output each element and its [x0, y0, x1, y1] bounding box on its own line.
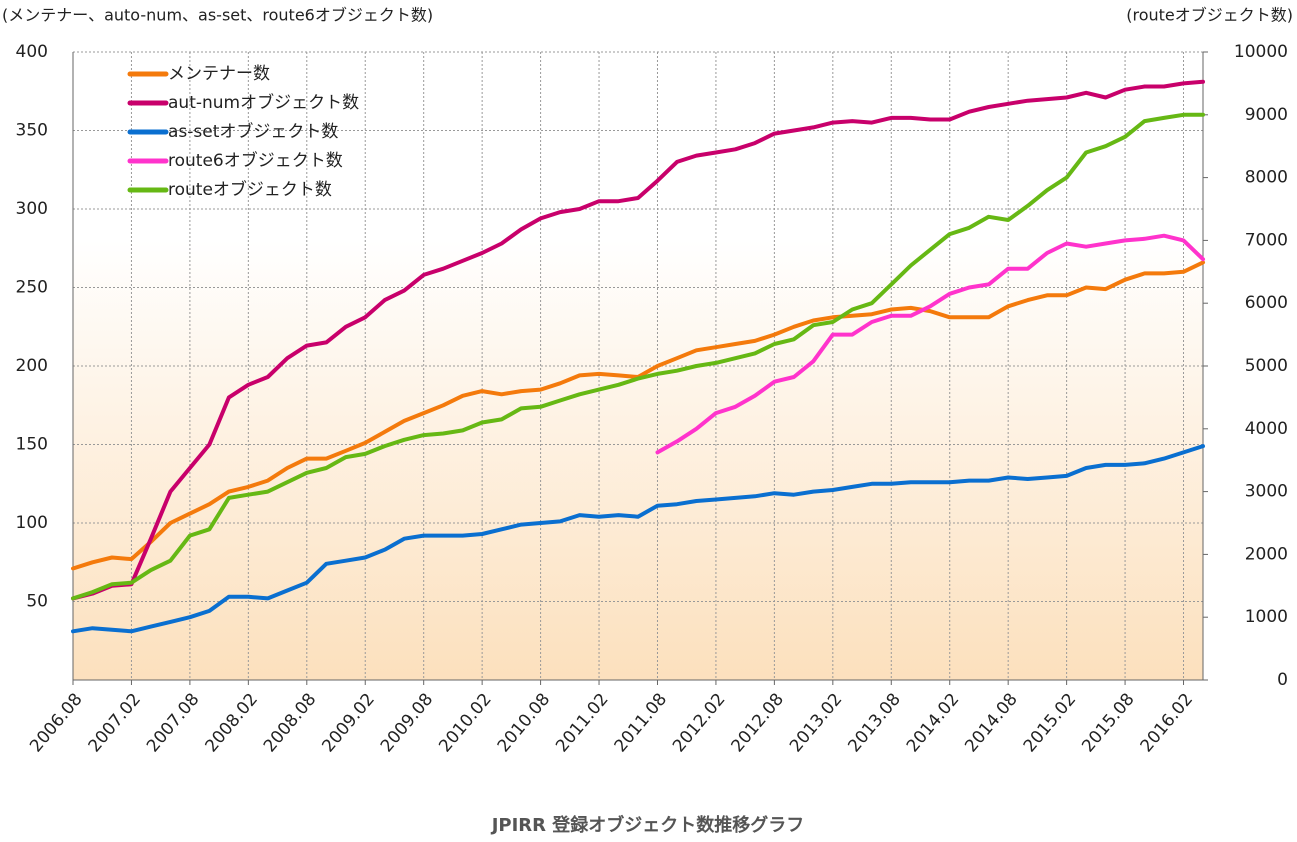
y2-tick-label: 10000 — [1234, 42, 1288, 62]
series-line — [71, 112, 1205, 601]
legend-label: aut-numオブジェクト数 — [168, 92, 359, 113]
y2-tick-label: 6000 — [1245, 293, 1288, 313]
x-tick-label: 2009.02 — [318, 690, 379, 757]
x-tick-label: 2013.02 — [786, 690, 847, 757]
y-tick-label: 400 — [16, 42, 48, 62]
legend-label: route6オブジェクト数 — [168, 150, 343, 171]
series-line — [655, 233, 1205, 455]
y2-tick-label: 2000 — [1245, 544, 1288, 564]
x-tick-label: 2015.02 — [1020, 690, 1081, 757]
x-tick-label: 2010.08 — [494, 690, 555, 757]
x-tick-label: 2006.08 — [26, 690, 87, 757]
y2-tick-label: 7000 — [1245, 230, 1288, 250]
x-tick-label: 2012.08 — [728, 690, 789, 757]
y2-tick-label: 4000 — [1245, 419, 1288, 439]
x-tick-label: 2015.08 — [1078, 690, 1139, 757]
y-tick-label: 200 — [16, 356, 48, 376]
y-tick-label: 150 — [16, 435, 48, 455]
y-tick-label: 100 — [16, 513, 48, 533]
y2-tick-label: 5000 — [1245, 356, 1288, 376]
legend-label: メンテナー数 — [168, 64, 270, 84]
legend-label: as-setオブジェクト数 — [168, 121, 338, 142]
x-tick-label: 2016.02 — [1137, 690, 1198, 757]
x-tick-label: 2012.02 — [669, 690, 730, 757]
x-tick-label: 2010.02 — [435, 690, 496, 757]
x-tick-label: 2013.08 — [844, 690, 905, 757]
x-tick-label: 2007.08 — [143, 690, 204, 757]
y2-tick-label: 3000 — [1245, 482, 1288, 502]
x-tick-label: 2009.08 — [377, 690, 438, 757]
y-tick-label: 350 — [16, 121, 48, 141]
y-tick-label: 50 — [26, 592, 48, 612]
x-tick-label: 2011.02 — [552, 690, 613, 757]
legend-label: routeオブジェクト数 — [168, 179, 332, 200]
y-tick-label: 300 — [16, 199, 48, 219]
y-tick-label: 250 — [16, 278, 48, 298]
chart-title: JPIRR 登録オブジェクト数推移グラフ — [490, 814, 805, 836]
x-tick-label: 2014.02 — [903, 690, 964, 757]
series-line — [71, 444, 1205, 634]
x-tick-label: 2011.08 — [611, 690, 672, 757]
y2-axis-title: (routeオブジェクト数) — [1126, 6, 1293, 25]
y-axis-title: (メンテナー、auto-num、as-set、route6オブジェクト数) — [2, 6, 433, 25]
y2-tick-label: 0 — [1277, 670, 1288, 690]
x-tick-label: 2008.02 — [201, 690, 262, 757]
y2-tick-label: 9000 — [1245, 105, 1288, 125]
y2-tick-label: 8000 — [1245, 168, 1288, 188]
y2-tick-label: 1000 — [1245, 607, 1288, 627]
x-tick-label: 2014.08 — [961, 690, 1022, 757]
x-tick-label: 2008.08 — [260, 690, 321, 757]
series-line — [71, 79, 1205, 601]
x-tick-label: 2007.02 — [85, 690, 146, 757]
